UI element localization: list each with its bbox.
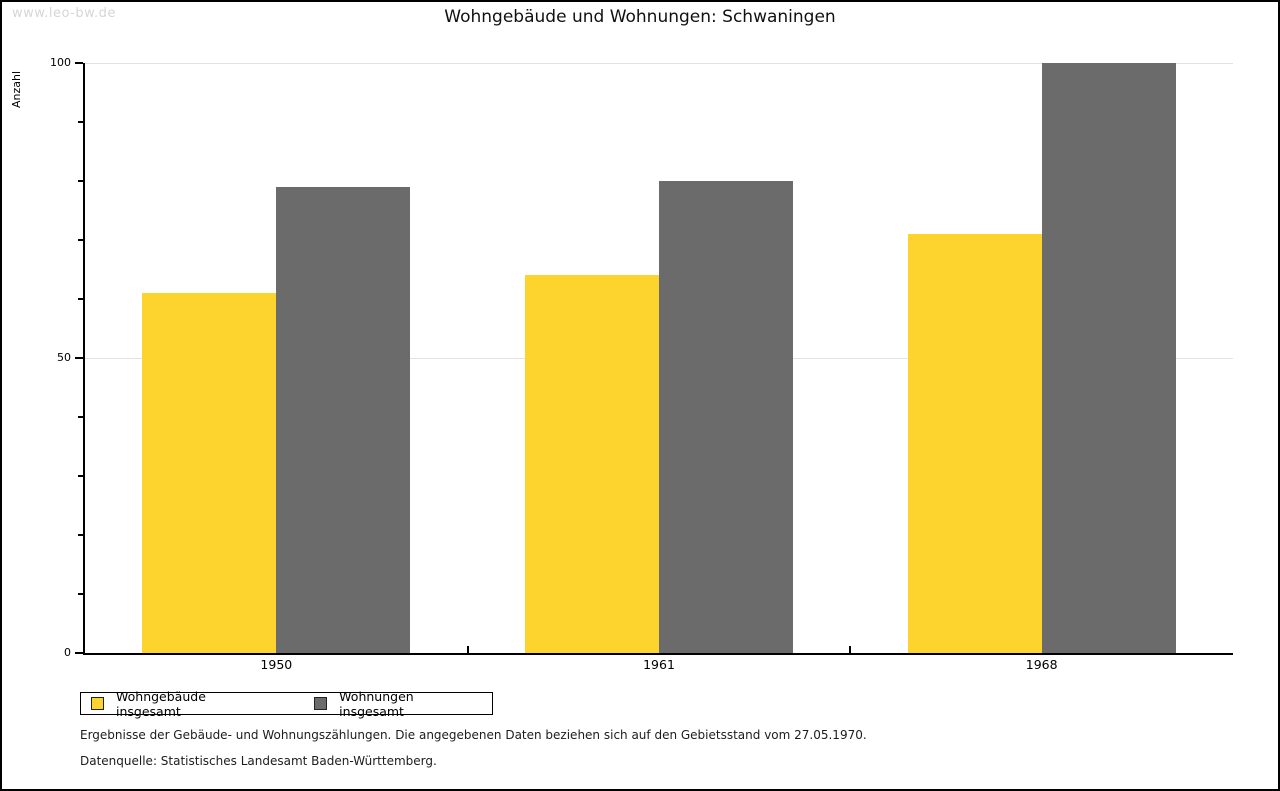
legend: Wohngebäude insgesamt Wohnungen insgesam… [80, 689, 493, 719]
y-tick-label-100: 100 [50, 56, 71, 69]
bar-series0-1968 [907, 234, 1042, 653]
bar-series1-1968 [1041, 63, 1176, 653]
bar-series1-1950 [276, 186, 411, 653]
y-minor-tick-30 [78, 475, 83, 477]
y-minor-tick-90 [78, 121, 83, 123]
x-boundary-tick-1 [466, 646, 469, 653]
y-minor-tick-20 [78, 534, 83, 536]
gridline-100 [85, 63, 1233, 64]
bar-series0-1950 [142, 293, 277, 653]
y-tick-label-0: 0 [64, 646, 71, 659]
x-boundary-tick-2 [849, 646, 852, 653]
legend-item-wohngebaeude: Wohngebäude insgesamt [91, 689, 274, 719]
y-axis-title: Anzahl [10, 70, 23, 108]
bar-series1-1961 [659, 181, 793, 653]
y-major-tick-100 [75, 62, 83, 64]
legend-swatch-wohnungen [314, 697, 328, 710]
y-major-tick-50 [75, 357, 83, 359]
y-major-tick-0 [75, 652, 83, 654]
legend-item-wohnungen: Wohnungen insgesamt [314, 689, 482, 719]
legend-label-wohnungen: Wohnungen insgesamt [339, 688, 414, 719]
y-minor-tick-60 [78, 298, 83, 300]
legend-label-wohngebaeude: Wohngebäude insgesamt [116, 688, 206, 719]
x-tick-label-1950: 1950 [260, 657, 293, 672]
watermark: www.leo-bw.de [12, 6, 116, 21]
y-tick-label-50: 50 [57, 351, 71, 364]
x-tick-label-1968: 1968 [1025, 657, 1058, 672]
x-tick-label-1961: 1961 [643, 657, 675, 672]
plot-area: 1950 1961 1968 0 50 100 [50, 56, 1233, 672]
footnote-gebietsstand: Ergebnisse der Gebäude- und Wohnungszähl… [80, 728, 867, 742]
y-minor-tick-40 [78, 416, 83, 418]
y-minor-tick-80 [78, 180, 83, 182]
y-minor-tick-10 [78, 593, 83, 595]
chart-title: Wohngebäude und Wohnungen: Schwaningen [444, 7, 836, 27]
bar-series0-1961 [525, 275, 659, 653]
y-minor-tick-70 [78, 239, 83, 241]
legend-swatch-wohngebaeude [91, 697, 104, 710]
footnote-datenquelle: Datenquelle: Statistisches Landesamt Bad… [80, 754, 437, 768]
